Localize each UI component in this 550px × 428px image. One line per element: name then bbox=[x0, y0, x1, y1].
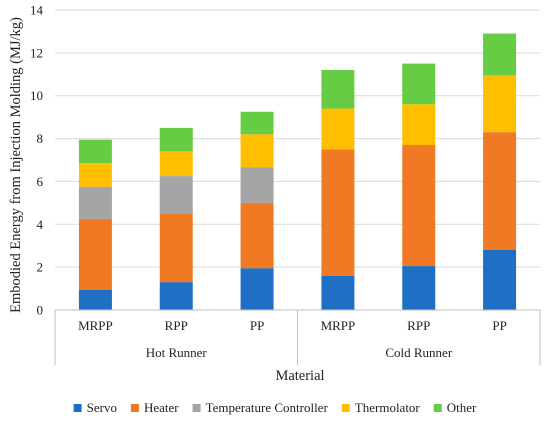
bar-segment-servo bbox=[402, 266, 436, 310]
bar-segment-thermolator bbox=[78, 163, 112, 187]
x-axis-title: Material bbox=[275, 368, 324, 384]
bar-segment-heater bbox=[159, 213, 193, 283]
bar-segment-servo bbox=[159, 282, 193, 310]
bars bbox=[78, 33, 517, 310]
bar-segment-heater bbox=[78, 218, 112, 290]
y-tick-label: 0 bbox=[37, 303, 44, 318]
x-category-label: PP bbox=[250, 318, 264, 333]
bar-segment-heater bbox=[402, 145, 436, 267]
legend-item: Heater bbox=[130, 400, 179, 415]
x-group-label: Cold Runner bbox=[385, 345, 452, 360]
axes: 0 2 4 6 8 10 12 14 MRPP RPP PP MRPP RPP PP Hot Runner C… bbox=[30, 3, 541, 365]
legend-label: Heater bbox=[144, 400, 179, 415]
bar-segment-servo bbox=[321, 275, 355, 310]
bar-segment-other bbox=[321, 70, 355, 109]
y-tick-label: 2 bbox=[37, 260, 44, 275]
y-tick-label: 10 bbox=[30, 88, 43, 103]
bar-segment-servo bbox=[78, 289, 112, 310]
bar-segment-heater bbox=[321, 149, 355, 276]
bar-segment-thermolator bbox=[402, 104, 436, 145]
legend-item: Thermolator bbox=[341, 400, 421, 415]
bar-segment-other bbox=[159, 127, 193, 152]
y-tick-label: 12 bbox=[30, 45, 43, 60]
y-tick-label: 8 bbox=[37, 131, 44, 146]
bar-segment-thermolator bbox=[483, 75, 517, 133]
bar-segment-other bbox=[483, 33, 517, 76]
y-axis-title: Embodied Energy from Injection Molding (… bbox=[8, 17, 24, 313]
legend-item: Other bbox=[433, 400, 477, 415]
bar-segment-other bbox=[240, 111, 274, 135]
x-group-label: Hot Runner bbox=[146, 345, 208, 360]
bar-segment-other bbox=[402, 63, 436, 105]
legend: Servo Heater Temperature Controller Thermol… bbox=[73, 400, 477, 415]
bar-segment-temperature-controller bbox=[159, 176, 193, 214]
bar-segment-servo bbox=[483, 250, 517, 310]
bar-segment-heater bbox=[483, 132, 517, 250]
bar-segment-temperature-controller bbox=[240, 167, 274, 203]
bar-segment-thermolator bbox=[240, 134, 274, 168]
legend-swatch bbox=[130, 404, 139, 412]
legend-label: Servo bbox=[87, 400, 117, 415]
legend-swatch bbox=[73, 404, 82, 412]
legend-label: Temperature Controller bbox=[206, 400, 329, 415]
y-tick-label: 6 bbox=[37, 174, 44, 189]
bar-segment-temperature-controller bbox=[78, 186, 112, 219]
bar-segment-heater bbox=[240, 202, 274, 269]
legend-swatch bbox=[341, 404, 350, 412]
legend-label: Other bbox=[447, 400, 477, 415]
legend-swatch bbox=[192, 404, 201, 412]
legend-label: Thermolator bbox=[355, 400, 421, 415]
gridlines bbox=[55, 9, 540, 268]
bar-segment-servo bbox=[240, 268, 274, 310]
x-category-label: RPP bbox=[165, 318, 188, 333]
x-category-label: PP bbox=[492, 318, 506, 333]
bar-segment-thermolator bbox=[159, 151, 193, 177]
x-category-label: MRPP bbox=[78, 318, 113, 333]
bar-segment-thermolator bbox=[321, 108, 355, 150]
y-tick-label: 14 bbox=[30, 3, 44, 18]
x-category-label: RPP bbox=[407, 318, 430, 333]
legend-item: Servo bbox=[73, 400, 117, 415]
legend-swatch bbox=[433, 404, 442, 412]
legend-item: Temperature Controller bbox=[192, 400, 329, 415]
bar-segment-other bbox=[78, 139, 112, 164]
y-tick-label: 4 bbox=[37, 217, 44, 232]
x-category-label: MRPP bbox=[321, 318, 356, 333]
